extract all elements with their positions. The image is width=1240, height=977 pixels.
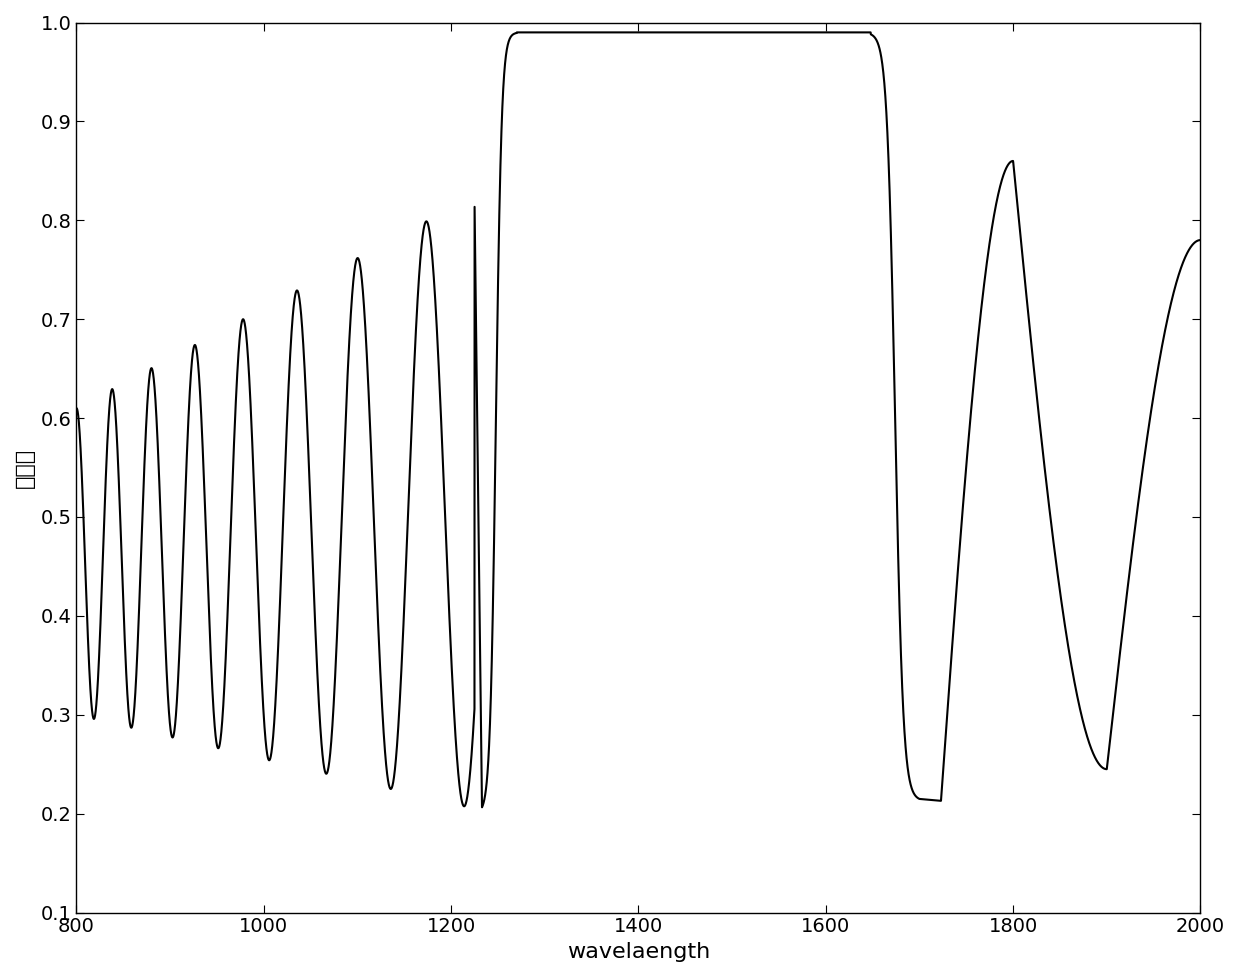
X-axis label: wavelaength: wavelaength	[567, 942, 711, 962]
Y-axis label: 反射率: 反射率	[15, 447, 35, 488]
